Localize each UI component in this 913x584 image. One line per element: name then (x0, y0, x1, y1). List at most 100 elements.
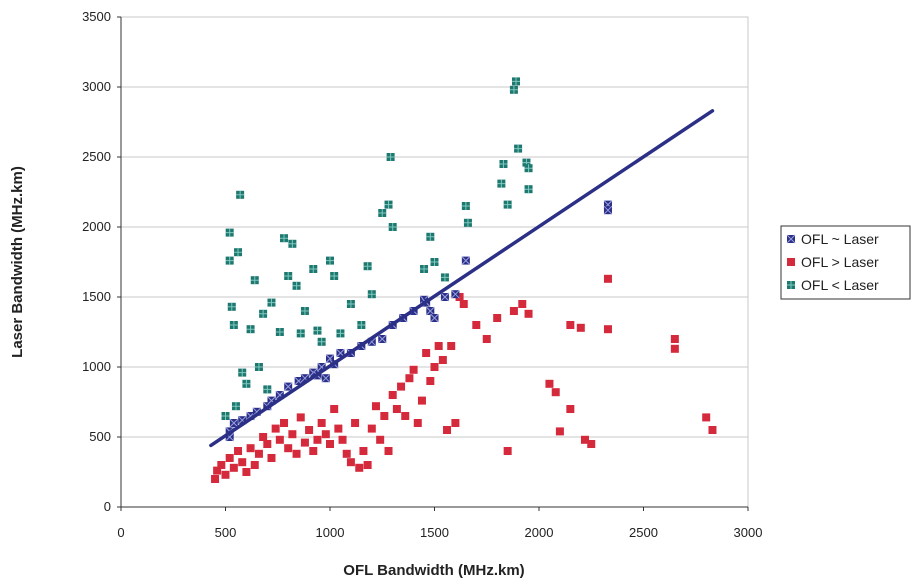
data-point-hatch (503, 200, 512, 209)
x-tick-label: 1500 (420, 525, 449, 540)
x-axis-ticks: 0 500 1000 1500 2000 2500 3000 (117, 507, 762, 540)
data-point (447, 342, 456, 350)
data-point-hatch (384, 200, 393, 209)
data-point-hatch (238, 368, 247, 377)
data-point (417, 396, 426, 405)
y-axis-ticks: 0 500 1000 1500 2000 2500 3000 3500 (82, 9, 121, 514)
x-axis-title: OFL Bandwidth (MHz.km) (343, 562, 524, 579)
data-point (271, 424, 280, 433)
data-point (338, 435, 347, 444)
x-tick-label: 3000 (734, 525, 763, 540)
data-point (330, 405, 339, 413)
data-point (405, 374, 414, 383)
trendline-line (209, 109, 715, 448)
data-point (472, 321, 481, 329)
data-point (509, 307, 518, 315)
data-point-hatch (309, 265, 318, 273)
data-point (254, 449, 263, 458)
data-point (351, 419, 360, 427)
data-point-hatch (512, 77, 521, 86)
data-point-hatch (234, 248, 243, 257)
y-tick-label: 0 (104, 499, 111, 514)
data-point (576, 323, 585, 332)
data-point-hatch (254, 363, 263, 371)
data-point (388, 391, 397, 399)
data-point-cross (283, 382, 293, 391)
data-point-hatch (426, 232, 435, 241)
data-point-hatch (524, 164, 533, 173)
data-point (503, 447, 512, 455)
data-point-hatch (336, 329, 345, 338)
data-point-hatch (227, 302, 236, 311)
data-point (708, 426, 717, 434)
data-point (288, 430, 297, 439)
data-point (566, 321, 575, 329)
y-tick-label: 2000 (82, 219, 111, 234)
data-point (313, 435, 322, 444)
data-point (346, 458, 355, 467)
data-point-cross (377, 334, 387, 344)
data-point (321, 430, 330, 439)
data-point-cross (461, 256, 471, 265)
data-point (250, 461, 259, 469)
data-point (359, 447, 368, 455)
data-point (455, 293, 464, 301)
data-point (267, 454, 276, 462)
data-point-hatch (430, 258, 439, 266)
data-point-hatch (330, 272, 339, 280)
data-point-hatch (225, 256, 234, 265)
data-point-hatch (288, 239, 297, 248)
data-point-hatch (263, 385, 272, 394)
data-point (401, 412, 410, 420)
x-tick-label: 500 (215, 525, 237, 540)
data-point-hatch (259, 309, 268, 318)
data-point (284, 444, 293, 453)
data-point (317, 419, 326, 427)
series-1 (211, 274, 717, 483)
data-point (426, 377, 435, 385)
legend-marker-cross (786, 234, 796, 244)
data-point (518, 300, 527, 308)
data-point (566, 405, 575, 413)
data-point (221, 470, 230, 479)
data-point-hatch (246, 325, 255, 334)
data-point (217, 461, 226, 469)
data-point-hatch (300, 307, 309, 315)
data-point-hatch (284, 272, 293, 280)
data-point (545, 379, 554, 388)
x-tick-label: 2500 (629, 525, 658, 540)
data-point (280, 419, 289, 427)
data-point-hatch (388, 223, 397, 231)
y-tick-label: 3000 (82, 79, 111, 94)
data-point-hatch (346, 300, 355, 308)
data-point-hatch (461, 202, 470, 210)
data-point (309, 447, 318, 455)
data-point-hatch (499, 160, 508, 168)
x-tick-label: 1000 (316, 525, 345, 540)
data-point-hatch (231, 402, 240, 411)
y-tick-label: 500 (89, 429, 111, 444)
data-point (342, 449, 351, 458)
data-point-hatch (363, 262, 372, 271)
data-point-hatch (514, 144, 523, 153)
data-point (380, 412, 389, 420)
data-point-hatch (292, 281, 301, 290)
data-point (263, 440, 272, 448)
y-tick-label: 1000 (82, 359, 111, 374)
data-point (305, 426, 314, 434)
data-point (242, 468, 251, 476)
data-point (438, 356, 447, 364)
legend-marker-hatch (787, 281, 795, 289)
data-point-hatch (313, 326, 322, 335)
data-point (225, 454, 234, 462)
data-point (580, 435, 589, 444)
data-point-hatch (440, 273, 449, 282)
data-point (371, 402, 380, 411)
data-point (555, 427, 564, 436)
data-point (275, 435, 284, 444)
data-point-hatch (524, 185, 533, 194)
data-point-hatch (267, 298, 276, 307)
data-point (603, 325, 612, 334)
data-point (238, 458, 247, 467)
